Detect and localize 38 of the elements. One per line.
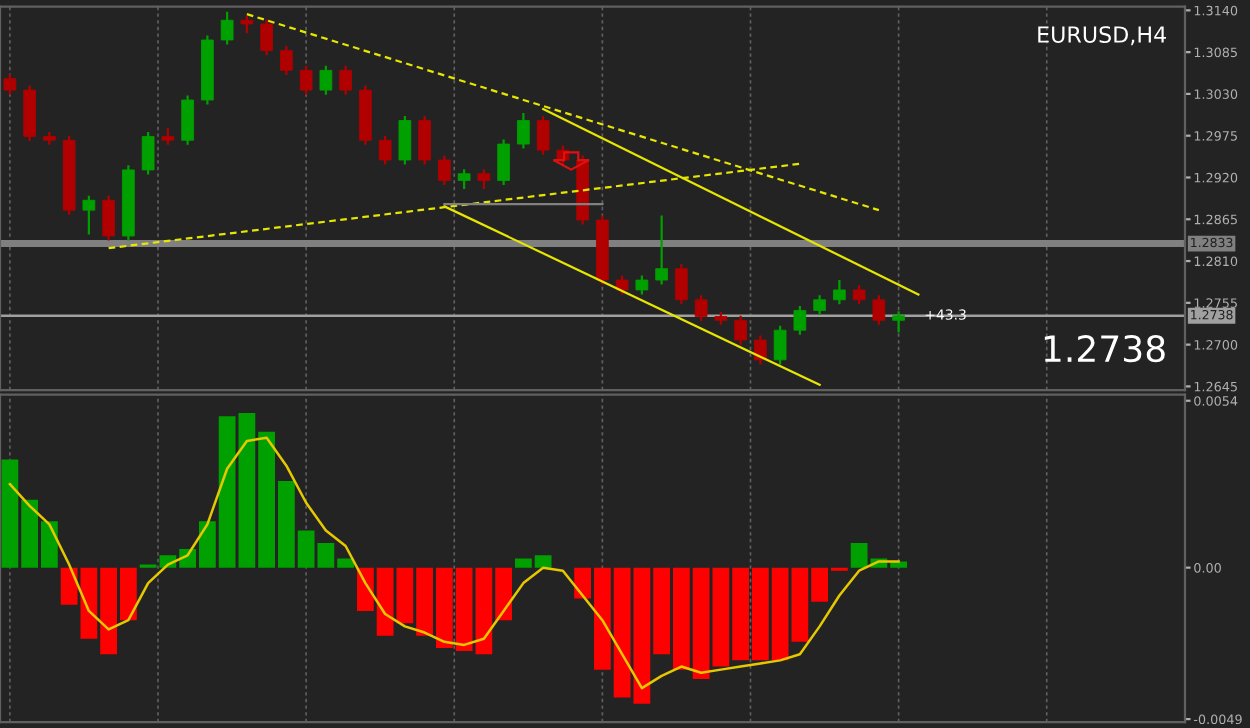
candlestick [260,18,273,57]
candlestick [793,304,807,336]
candlestick [872,294,886,326]
annotation: 1.2738 [1044,335,1165,363]
line-series [8,436,900,690]
candlestick [457,168,471,190]
candlestick [734,314,747,346]
candlestick [615,274,629,296]
candlestick [220,10,234,46]
candlestick [754,334,767,366]
candlestick [319,64,333,96]
candlestick [675,262,688,306]
candlestick [280,44,293,77]
candlestick [892,310,905,334]
candlestick [655,214,668,286]
candlestick [299,64,313,96]
candlestick [497,138,510,187]
candlestick [635,274,649,296]
candlestick [536,114,550,156]
candlestick [3,73,17,96]
candlestick [517,111,530,150]
candlestick [438,154,451,187]
candlestick [852,284,866,306]
candlestick [813,294,826,317]
candlestick [378,134,392,166]
candlestick [694,294,708,323]
candlestick [141,130,155,176]
candlestick [418,114,431,166]
candlestick [23,84,36,143]
candlestick [82,194,96,236]
text: EURUSD,H4 [1038,26,1166,46]
candlestick [398,114,412,166]
candlestick [833,278,846,306]
candlestick [773,324,787,366]
candlestick [181,94,194,146]
candlestick [339,64,352,96]
candlestick [102,194,115,242]
candlestick [477,168,491,190]
